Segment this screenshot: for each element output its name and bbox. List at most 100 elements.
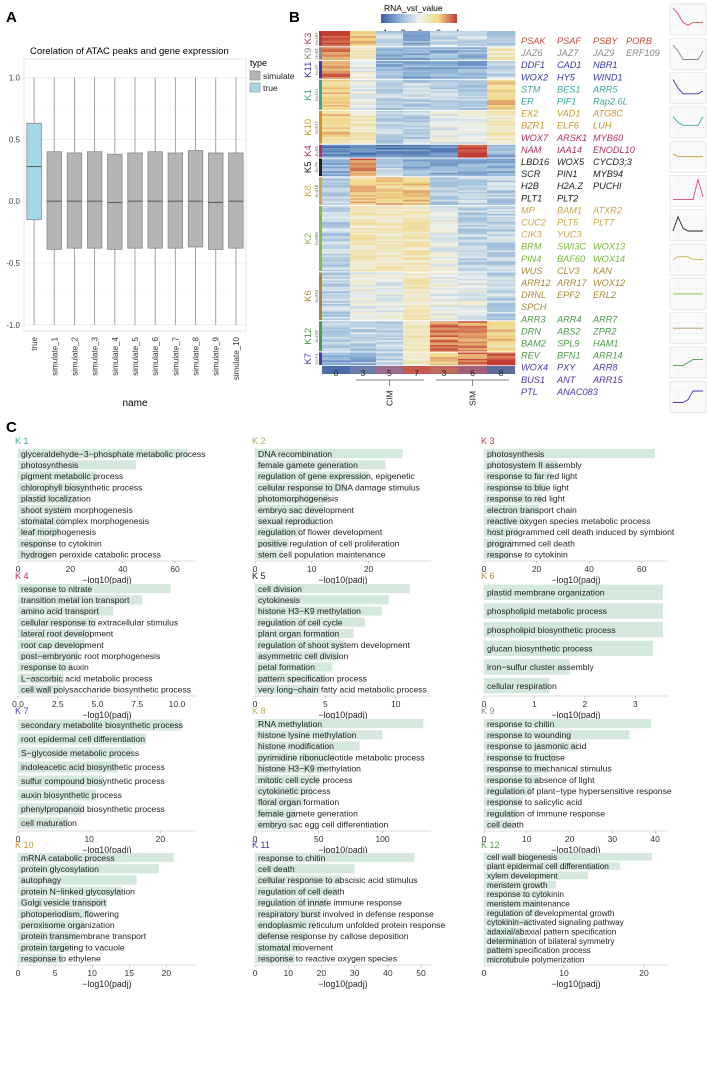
heatmap-cell bbox=[350, 212, 377, 215]
heatmap-cell bbox=[430, 305, 459, 308]
heatmap-cell bbox=[430, 171, 459, 174]
gene-name: CLV3 bbox=[557, 266, 580, 276]
heatmap-cell bbox=[376, 72, 404, 75]
gene-name: HAM1 bbox=[593, 339, 619, 349]
heatmap-cell bbox=[322, 105, 351, 107]
heatmap-cell bbox=[487, 36, 516, 38]
heatmap-cell bbox=[430, 42, 459, 45]
heatmap-cell bbox=[376, 272, 404, 275]
go-term-label: cytokinin−activated signaling pathway bbox=[487, 918, 625, 927]
heatmap-cell bbox=[403, 81, 431, 84]
heatmap-cell bbox=[487, 34, 516, 37]
heatmap-cell bbox=[403, 169, 431, 172]
heatmap-cell bbox=[403, 117, 431, 120]
heatmap-cell bbox=[430, 67, 459, 70]
heatmap-cell bbox=[322, 223, 351, 226]
go-x-axis-label: −log10(padj) bbox=[82, 845, 131, 855]
heatmap-cell bbox=[487, 349, 516, 352]
heatmap-cell bbox=[487, 193, 516, 196]
heatmap-cell bbox=[487, 239, 516, 242]
go-term-label: stomatal movement bbox=[258, 942, 334, 952]
heatmap-cell bbox=[403, 322, 431, 325]
cluster-count: n=418 bbox=[314, 184, 319, 197]
cluster-bar bbox=[319, 60, 322, 79]
heatmap-cell bbox=[458, 297, 488, 300]
heatmap-cell bbox=[403, 299, 431, 302]
heatmap-cell bbox=[350, 272, 377, 275]
go-term-label: response to reactive oxygen species bbox=[258, 954, 397, 964]
heatmap-cell bbox=[322, 193, 351, 196]
cluster-bar bbox=[319, 158, 322, 177]
heatmap-cell bbox=[430, 53, 459, 56]
heatmap-cell bbox=[403, 355, 431, 358]
heatmap-cell bbox=[322, 234, 351, 237]
go-bar bbox=[484, 471, 553, 481]
heatmap-cell bbox=[322, 343, 351, 346]
heatmap-cell bbox=[430, 275, 459, 278]
heatmap-cell bbox=[430, 337, 459, 339]
heatmap-cell bbox=[322, 115, 351, 118]
heatmap-cell bbox=[322, 272, 351, 275]
heatmap-cell bbox=[322, 79, 351, 82]
go-x-tick-label: 0 bbox=[482, 699, 487, 709]
heatmap-cell bbox=[487, 119, 516, 122]
heatmap-cell bbox=[322, 225, 351, 227]
heatmap-cell bbox=[487, 190, 516, 193]
heatmap-cell bbox=[350, 229, 377, 232]
go-bar bbox=[255, 527, 301, 537]
heatmap-cell bbox=[458, 79, 488, 82]
heatmap-cell bbox=[376, 79, 404, 82]
heatmap-cell bbox=[350, 354, 377, 356]
heatmap-cell bbox=[376, 191, 404, 194]
heatmap-cell bbox=[487, 252, 516, 254]
heatmap-cell bbox=[403, 199, 431, 202]
go-bar bbox=[484, 730, 630, 740]
go-bar bbox=[18, 897, 107, 907]
heatmap-cell bbox=[403, 357, 431, 360]
heatmap-cell bbox=[403, 41, 431, 43]
heatmap-cell bbox=[350, 258, 377, 261]
heatmap-cell bbox=[430, 188, 459, 191]
heatmap-cell bbox=[487, 327, 516, 330]
heatmap-cell bbox=[487, 285, 516, 287]
heatmap-cell bbox=[403, 256, 431, 259]
heatmap-cell bbox=[350, 252, 377, 254]
go-bar bbox=[255, 549, 284, 559]
heatmap-cell bbox=[376, 81, 404, 84]
heatmap-cell bbox=[430, 363, 459, 366]
heatmap-cell bbox=[322, 233, 351, 235]
go-bar bbox=[18, 875, 137, 885]
heatmap-cell bbox=[458, 73, 488, 76]
heatmap-cell bbox=[458, 207, 488, 210]
heatmap-cell bbox=[403, 280, 431, 283]
go-chart-title: K 6 bbox=[481, 571, 495, 581]
heatmap-cell bbox=[458, 281, 488, 284]
go-term-label: peroxisome organization bbox=[21, 920, 115, 930]
heatmap-cell bbox=[350, 240, 377, 243]
heatmap-cell bbox=[430, 79, 459, 82]
heatmap-cell bbox=[350, 141, 377, 144]
heatmap-cell bbox=[430, 128, 459, 131]
column-label: 0 bbox=[334, 368, 339, 378]
heatmap-cell bbox=[322, 250, 351, 253]
heatmap-cell bbox=[430, 231, 459, 234]
heatmap-cell bbox=[376, 51, 404, 54]
heatmap-cell bbox=[430, 64, 459, 67]
heatmap-cell bbox=[322, 203, 351, 206]
heatmap-cell bbox=[458, 68, 488, 71]
heatmap-cell bbox=[458, 166, 488, 169]
heatmap-cell bbox=[376, 278, 404, 281]
go-term-label: regulation of shoot system development bbox=[258, 640, 411, 650]
gene-name: MP bbox=[521, 205, 536, 215]
heatmap-cell bbox=[458, 95, 488, 98]
heatmap-cell bbox=[458, 32, 488, 35]
y-tick-label: 1.0 bbox=[9, 74, 21, 83]
go-bar bbox=[18, 684, 61, 694]
heatmap-cell bbox=[487, 266, 516, 269]
heatmap-cell bbox=[403, 166, 431, 169]
heatmap-cell bbox=[458, 41, 488, 43]
heatmap-cell bbox=[458, 258, 488, 261]
heatmap-cell bbox=[350, 218, 377, 221]
heatmap-cell bbox=[458, 340, 488, 343]
legend-swatch bbox=[249, 82, 261, 93]
